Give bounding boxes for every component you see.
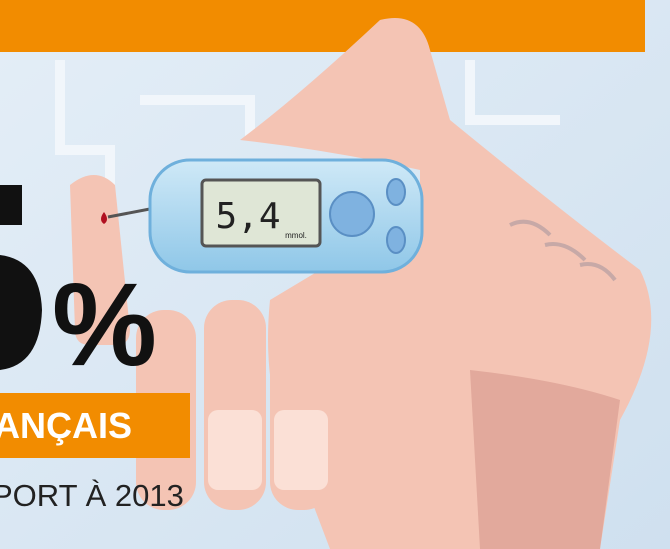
stat-caption: PORT À 2013 xyxy=(0,478,184,513)
stat-symbol: % xyxy=(52,259,157,391)
meter-button-small xyxy=(387,227,405,253)
meter-button-small xyxy=(387,179,405,205)
stat-label: ANÇAIS xyxy=(0,405,132,446)
top-banner xyxy=(0,0,645,52)
meter-button xyxy=(330,192,374,236)
meter-reading: 5,4 xyxy=(215,196,280,237)
meter-unit: mmol. xyxy=(285,231,307,240)
wrist-shade xyxy=(470,370,620,549)
illustration: 5,4 mmol. % ANÇAIS PORT À 2013 xyxy=(0,0,670,549)
